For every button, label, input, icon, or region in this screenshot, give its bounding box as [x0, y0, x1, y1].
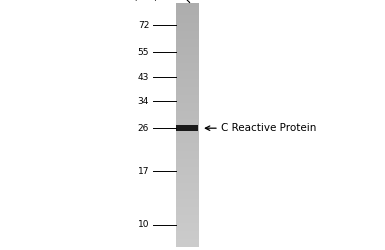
Text: 34: 34 — [138, 96, 149, 106]
Text: MW
(kDa): MW (kDa) — [133, 0, 157, 2]
Text: 26: 26 — [138, 124, 149, 133]
Bar — [176, 126, 198, 131]
Text: Human plasma: Human plasma — [184, 0, 246, 5]
Text: 55: 55 — [137, 48, 149, 57]
Text: 43: 43 — [138, 73, 149, 82]
Text: 17: 17 — [137, 167, 149, 176]
Text: C Reactive Protein: C Reactive Protein — [221, 123, 316, 133]
Text: 72: 72 — [138, 20, 149, 30]
Text: 10: 10 — [137, 220, 149, 230]
